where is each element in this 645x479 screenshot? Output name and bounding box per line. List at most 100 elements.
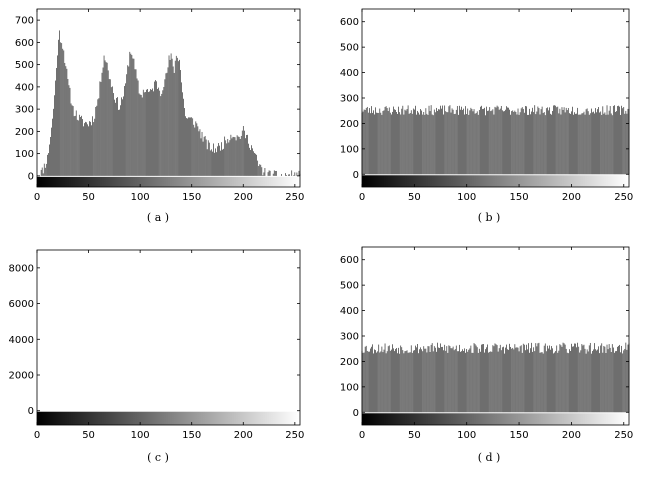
histogram-bar (55, 80, 56, 176)
histogram-bar (477, 352, 479, 413)
histogram-bar (77, 120, 79, 176)
histogram-bar (564, 344, 566, 413)
histogram-bar (492, 109, 494, 175)
y-tick-label: 500 (340, 281, 359, 292)
histogram-bar (58, 39, 59, 176)
histogram-bar (42, 173, 44, 176)
histogram-bar (438, 109, 439, 175)
histogram-bar (362, 111, 364, 175)
histogram-bar (471, 352, 473, 413)
histogram-bar (563, 343, 565, 413)
histogram-bar (600, 345, 602, 413)
histogram-bar (370, 348, 371, 413)
histogram-bar (478, 109, 480, 175)
histogram-bar (111, 86, 113, 176)
histogram-bar (614, 105, 615, 175)
x-tick-label: 50 (82, 192, 95, 203)
histogram-bar (553, 353, 554, 413)
histogram-bar (567, 353, 569, 413)
histogram-bar (539, 352, 541, 413)
histogram-bar (584, 348, 586, 413)
histogram-bar (464, 114, 465, 175)
histogram-bar (496, 345, 498, 413)
histogram-bar (499, 108, 501, 175)
histogram-bar (609, 347, 611, 413)
histogram-bar (549, 107, 550, 175)
histogram-bar (90, 121, 91, 176)
histogram-bar (411, 352, 413, 413)
histogram-bar (201, 131, 203, 176)
histogram-bar (427, 346, 429, 413)
histogram-bar (379, 108, 381, 175)
histogram-bar (105, 62, 107, 176)
histogram-bar (577, 342, 579, 413)
histogram-bar (246, 135, 247, 176)
histogram-bar (468, 349, 470, 413)
histogram-bar (48, 153, 49, 176)
histogram-bar (448, 106, 450, 175)
histogram-bar (296, 172, 298, 176)
histogram-bar (449, 346, 451, 413)
histogram-bar (365, 345, 367, 413)
histogram-bar (615, 351, 616, 413)
histogram-bar (610, 351, 612, 413)
histogram-bar (493, 114, 495, 175)
histogram-bar (100, 81, 102, 176)
histogram-bar (569, 349, 570, 413)
histogram-bar (415, 345, 416, 413)
histogram-bar (467, 351, 469, 413)
histogram-bar (470, 345, 472, 413)
histogram-bar (512, 347, 514, 413)
histogram-bar (411, 113, 413, 175)
histogram-bar (226, 143, 228, 176)
histogram-bar (198, 131, 200, 176)
histogram-bar (576, 113, 577, 175)
histogram-bar (76, 119, 78, 176)
histogram-bar (532, 107, 533, 175)
histogram-bar (154, 81, 155, 176)
histogram-bar (388, 107, 390, 175)
histogram-bar (520, 108, 522, 175)
y-tick-label: 400 (340, 306, 359, 317)
histogram-bar (82, 119, 83, 176)
histogram-bar (106, 62, 108, 176)
histogram-bar (425, 348, 427, 413)
histogram-bar (389, 112, 391, 175)
histogram-bar (426, 113, 428, 175)
histogram-bar (573, 346, 574, 413)
histogram-bar (407, 105, 409, 175)
panel-caption: ( d ) (478, 451, 501, 464)
grayscale-colorbar (37, 176, 300, 187)
y-tick-label: 6000 (9, 299, 34, 310)
histogram-bar (578, 114, 580, 175)
histogram-bar (463, 108, 464, 175)
histogram-bar (436, 351, 437, 413)
histogram-bar (384, 106, 386, 175)
histogram-bar (521, 352, 523, 413)
histogram-bar (165, 73, 167, 176)
histogram-bar (385, 353, 387, 413)
histogram-bar (249, 147, 250, 176)
histogram-bar (366, 351, 368, 413)
histogram-bar (554, 352, 555, 413)
histogram-bar (189, 117, 190, 176)
histogram-bar (556, 107, 558, 175)
histogram-bar (544, 115, 546, 175)
histogram-bar (574, 112, 575, 175)
histogram-bar (504, 111, 505, 175)
histogram-bar (387, 110, 389, 175)
histogram-bar (403, 114, 405, 175)
histogram-bar (365, 108, 367, 175)
histogram-bar (381, 114, 383, 175)
y-tick-label: 100 (340, 144, 359, 155)
histogram-bar (560, 114, 562, 175)
histogram-bar (523, 344, 525, 413)
histogram-bar (215, 148, 216, 176)
histogram-bar (161, 93, 163, 176)
histogram-bar (612, 105, 614, 175)
histogram-bar (453, 114, 455, 175)
histogram-bar (131, 55, 133, 176)
histogram-bar (258, 166, 260, 176)
histogram-bar (387, 346, 389, 413)
histogram-bar (395, 349, 396, 413)
